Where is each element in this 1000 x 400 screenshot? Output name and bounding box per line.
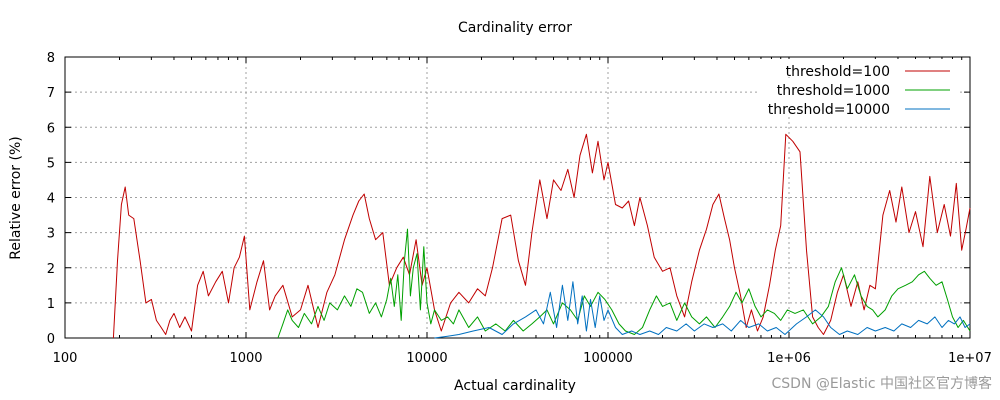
x-tick-label: 100: [53, 351, 78, 366]
y-tick-label: 8: [47, 51, 55, 66]
legend: threshold=100 threshold=1000 threshold=100…: [760, 59, 960, 118]
x-tick-label: 1e+06: [767, 351, 811, 366]
x-axis-label: Actual cardinality: [454, 378, 576, 394]
x-tick-label: 1e+07: [948, 351, 992, 366]
series-line-3: [434, 281, 971, 339]
watermark-text: CSDN @Elastic 中国社区官方博客: [772, 375, 993, 392]
y-tick-label: 7: [47, 86, 55, 101]
y-tick-label: 0: [47, 332, 55, 347]
x-tick-label: 1000: [229, 351, 262, 366]
y-tick-label: 3: [47, 227, 55, 242]
y-tick-label: 2: [47, 262, 55, 277]
legend-label-1: threshold=100: [786, 64, 890, 80]
x-tick-label: 100000: [583, 351, 633, 366]
series-line-1: [112, 133, 971, 339]
chart-title: Cardinality error: [458, 20, 572, 36]
series-lines: [112, 133, 971, 339]
y-tick-label: 1: [47, 297, 55, 312]
axis-ticks: 0 1 2 3 4 5 6 7 8 100 1000 10000 100000 1e+06 1e+07: [47, 51, 992, 366]
x-tick-label: 10000: [406, 351, 447, 366]
y-tick-label: 6: [47, 121, 55, 136]
legend-background: [760, 78, 960, 96]
legend-background: [760, 59, 960, 77]
y-axis-label: Relative error (%): [8, 136, 24, 259]
legend-label-3: threshold=10000: [768, 102, 890, 118]
y-tick-label: 5: [47, 156, 55, 171]
series-line-2: [277, 228, 971, 339]
legend-label-2: threshold=1000: [777, 83, 890, 99]
legend-background: [760, 97, 960, 115]
y-tick-label: 4: [47, 192, 55, 207]
